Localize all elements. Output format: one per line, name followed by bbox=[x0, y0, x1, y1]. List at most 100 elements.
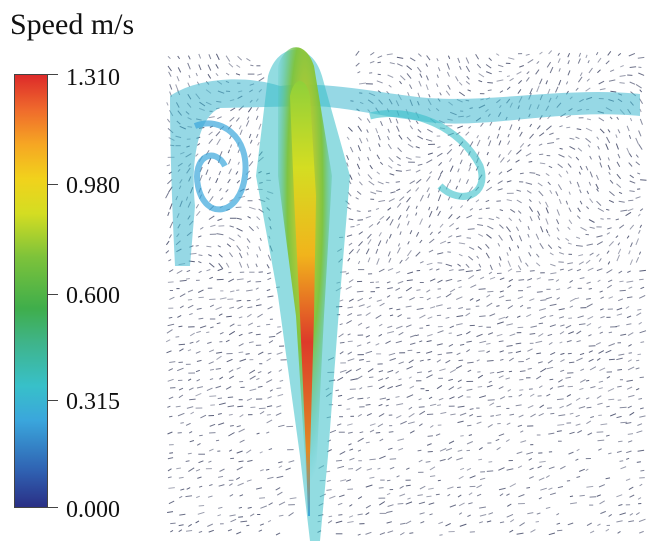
vector-mark bbox=[169, 221, 174, 229]
vector-mark bbox=[525, 77, 530, 82]
vector-mark bbox=[347, 312, 353, 317]
vector-mark bbox=[256, 432, 260, 435]
vector-mark bbox=[457, 420, 464, 424]
vector-mark bbox=[440, 411, 447, 415]
vector-mark bbox=[220, 197, 224, 201]
vector-mark bbox=[529, 393, 535, 397]
vector-mark bbox=[426, 495, 432, 498]
vector-mark bbox=[439, 448, 447, 452]
vector-mark bbox=[628, 286, 633, 289]
vector-mark bbox=[447, 84, 451, 90]
vector-mark bbox=[426, 333, 433, 337]
vector-mark bbox=[536, 291, 543, 293]
colorbar-tick-mark bbox=[48, 507, 58, 508]
vector-mark bbox=[485, 243, 490, 249]
vector-mark bbox=[586, 322, 592, 327]
vector-mark bbox=[457, 168, 460, 173]
vector-mark bbox=[639, 415, 646, 418]
vector-mark bbox=[396, 188, 401, 192]
vector-mark bbox=[427, 152, 433, 155]
vector-mark bbox=[167, 211, 170, 216]
vector-mark bbox=[528, 199, 532, 203]
vector-mark bbox=[635, 388, 640, 391]
vector-mark bbox=[395, 370, 399, 374]
vector-mark bbox=[629, 494, 635, 498]
vector-mark bbox=[199, 226, 204, 230]
vector-mark bbox=[236, 450, 243, 454]
vector-mark bbox=[218, 402, 226, 406]
vector-mark bbox=[586, 78, 590, 82]
vector-mark bbox=[559, 331, 565, 335]
vector-mark bbox=[387, 287, 393, 290]
vector-mark bbox=[447, 55, 451, 59]
vector-mark bbox=[387, 251, 391, 257]
vector-mark bbox=[349, 448, 354, 451]
vector-mark bbox=[520, 430, 524, 433]
vector-mark bbox=[449, 165, 454, 172]
vector-mark bbox=[168, 500, 175, 505]
vector-mark bbox=[365, 531, 372, 535]
vector-mark bbox=[606, 136, 611, 144]
vector-mark bbox=[595, 183, 599, 190]
vector-mark bbox=[548, 50, 553, 55]
vector-mark bbox=[506, 513, 514, 518]
vector-mark bbox=[237, 305, 243, 310]
vector-mark bbox=[569, 412, 574, 415]
vector-mark bbox=[620, 333, 627, 336]
colorbar-tick-label-max: 1.310 bbox=[66, 65, 120, 91]
vector-mark bbox=[257, 313, 263, 318]
vector-mark bbox=[596, 241, 603, 246]
vector-mark bbox=[188, 74, 191, 79]
vector-mark bbox=[285, 467, 291, 471]
vector-mark bbox=[576, 268, 581, 272]
vector-mark bbox=[440, 240, 447, 245]
vector-mark bbox=[357, 125, 363, 132]
vector-mark bbox=[275, 412, 282, 416]
vector-mark bbox=[538, 201, 542, 205]
vector-mark bbox=[165, 250, 170, 254]
vector-mark bbox=[638, 518, 646, 523]
vector-mark bbox=[406, 394, 414, 398]
vector-mark bbox=[185, 530, 193, 532]
vector-mark bbox=[399, 75, 406, 81]
vector-mark bbox=[437, 252, 444, 255]
vector-mark bbox=[466, 214, 473, 219]
vector-mark bbox=[227, 178, 231, 184]
vector-mark bbox=[627, 405, 632, 409]
vector-mark bbox=[197, 511, 205, 515]
vector-mark bbox=[506, 323, 513, 326]
vector-mark bbox=[565, 200, 569, 205]
vector-mark bbox=[579, 387, 584, 391]
vector-mark bbox=[246, 280, 251, 283]
vector-mark bbox=[418, 423, 423, 427]
vector-mark bbox=[266, 264, 270, 269]
vector-mark bbox=[229, 225, 234, 228]
vector-mark bbox=[428, 206, 431, 211]
vector-mark bbox=[635, 256, 640, 263]
vector-mark bbox=[385, 376, 389, 380]
vector-mark bbox=[626, 450, 632, 454]
vector-mark bbox=[180, 422, 184, 424]
vector-mark bbox=[585, 397, 590, 400]
vector-mark bbox=[429, 171, 433, 175]
vector-mark bbox=[629, 190, 635, 192]
vector-mark bbox=[529, 133, 534, 139]
vector-mark bbox=[419, 512, 425, 515]
vector-mark bbox=[487, 82, 493, 84]
vector-mark bbox=[267, 476, 274, 480]
vector-mark bbox=[345, 272, 350, 275]
vector-mark bbox=[246, 289, 253, 292]
vector-mark bbox=[257, 385, 263, 388]
vector-mark bbox=[369, 458, 376, 461]
vector-mark bbox=[448, 343, 454, 347]
vector-mark bbox=[486, 342, 491, 345]
vector-mark bbox=[539, 162, 546, 165]
vector-mark bbox=[486, 360, 494, 362]
vector-mark bbox=[208, 131, 213, 136]
vector-mark bbox=[618, 440, 623, 443]
vector-mark bbox=[560, 359, 565, 363]
vector-mark bbox=[608, 171, 611, 176]
vector-mark bbox=[266, 405, 273, 408]
vector-mark bbox=[617, 53, 622, 56]
vector-mark bbox=[605, 434, 610, 437]
